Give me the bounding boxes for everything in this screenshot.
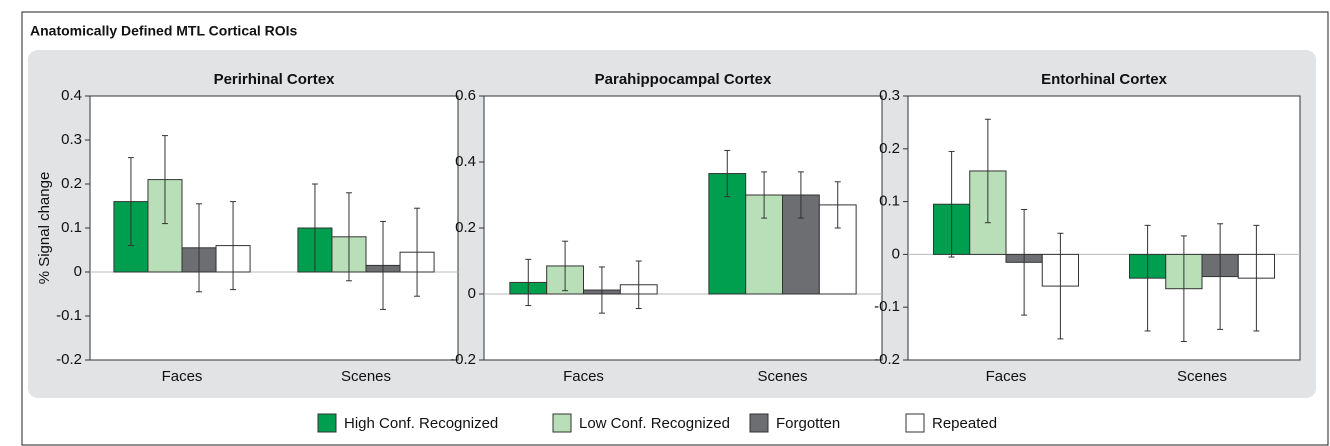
x-tick-label: Scenes [341, 368, 391, 385]
y-tick-label: -0.1 [874, 298, 900, 315]
x-tick-label: Scenes [1177, 368, 1227, 385]
legend-label: Repeated [932, 415, 997, 432]
y-axis-label: % Signal change [36, 172, 53, 285]
y-tick-label: -0.2 [450, 351, 476, 368]
y-tick-label: 0.4 [61, 87, 82, 104]
y-tick-label: 0.2 [879, 140, 900, 157]
chart-title: Perirhinal Cortex [214, 71, 336, 88]
y-tick-label: 0 [74, 263, 82, 280]
chart-title: Entorhinal Cortex [1041, 71, 1168, 88]
x-tick-label: Faces [563, 368, 604, 385]
x-tick-label: Faces [162, 368, 203, 385]
legend-swatch [552, 413, 572, 433]
y-tick-label: 0.4 [455, 153, 476, 170]
chart-title: Parahippocampal Cortex [595, 71, 772, 88]
x-tick-label: Faces [986, 368, 1027, 385]
legend-label: Low Conf. Recognized [579, 415, 730, 432]
y-tick-label: -0.1 [56, 307, 82, 324]
legend-swatch [749, 413, 769, 433]
y-tick-label: 0.2 [455, 219, 476, 236]
y-tick-label: 0.2 [61, 175, 82, 192]
figure-title: Anatomically Defined MTL Cortical ROIs [30, 23, 298, 39]
legend-label: Forgotten [776, 415, 840, 432]
y-tick-label: 0.3 [61, 131, 82, 148]
y-tick-label: 0 [468, 285, 476, 302]
legend-swatch [905, 413, 925, 433]
y-tick-label: -0.2 [56, 351, 82, 368]
x-tick-label: Scenes [757, 368, 807, 385]
legend-swatch [317, 413, 337, 433]
legend-label: High Conf. Recognized [344, 415, 498, 432]
y-tick-label: -0.2 [874, 351, 900, 368]
y-tick-label: 0.1 [61, 219, 82, 236]
y-tick-label: 0.1 [879, 193, 900, 210]
y-tick-label: 0.3 [879, 87, 900, 104]
y-tick-label: 0 [892, 245, 900, 262]
y-tick-label: 0.6 [455, 87, 476, 104]
